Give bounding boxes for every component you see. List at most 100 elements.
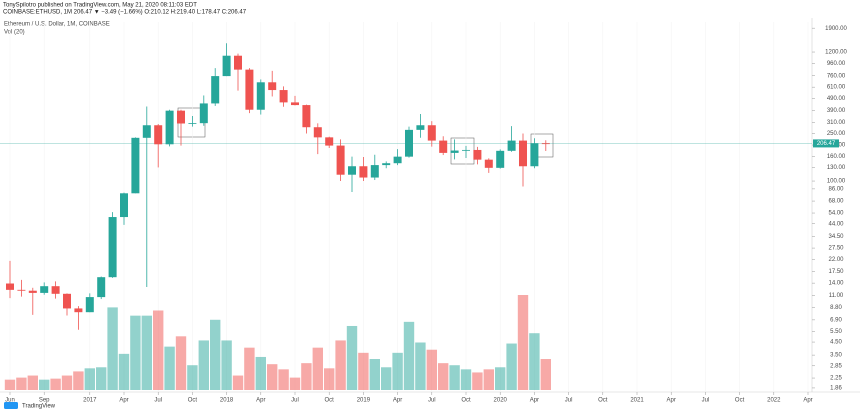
candle-body xyxy=(302,105,311,128)
candle-body xyxy=(359,166,368,178)
candle-body xyxy=(416,125,425,130)
y-tick-label: 68.00 xyxy=(828,199,844,205)
volume-bar xyxy=(517,295,529,390)
series-layer: 1900.00 1200.00 960.00 760.00 610.00 490.00 39… xyxy=(0,22,848,404)
y-tick-label: 160.00 xyxy=(827,154,846,160)
volume-bar xyxy=(415,342,426,390)
y-tick-label: 34.50 xyxy=(828,234,844,240)
volume-bar xyxy=(472,372,483,390)
volume-bar xyxy=(141,315,152,390)
candle-body xyxy=(28,290,37,293)
y-tick-label: 11.00 xyxy=(829,293,844,299)
candle-body xyxy=(97,277,106,298)
volume-bar xyxy=(301,363,312,390)
candle-body xyxy=(291,102,299,106)
candle-body xyxy=(484,159,493,168)
y-tick-label: 2.85 xyxy=(830,363,842,369)
candle-body xyxy=(177,110,185,124)
volume-bar xyxy=(39,379,50,390)
volume-bar xyxy=(460,369,472,390)
volume-bar xyxy=(50,378,61,390)
volume-bar xyxy=(381,367,392,390)
candle-body xyxy=(405,129,413,157)
y-tick-label: 2.25 xyxy=(830,376,842,382)
y-tick-label: 250.00 xyxy=(827,131,846,137)
y-tick-label: 22.00 xyxy=(828,257,844,263)
candle-body xyxy=(85,297,94,313)
y-tick-label: 1.86 xyxy=(830,386,842,392)
x-tick-label: Jul xyxy=(565,398,573,404)
candle-body xyxy=(51,286,60,294)
candle-body xyxy=(199,103,208,124)
candle-body xyxy=(74,308,83,313)
x-tick-label: Jul xyxy=(428,398,436,404)
candle-body xyxy=(142,125,151,138)
y-tick-label: 54.00 xyxy=(828,211,844,217)
candle-body xyxy=(245,69,254,110)
volume-bar xyxy=(4,379,16,390)
x-tick-label: Oct xyxy=(735,398,745,404)
candle-body xyxy=(427,125,436,141)
candle-body xyxy=(279,90,288,103)
x-tick-label: Apr xyxy=(803,398,812,404)
candle-body xyxy=(6,283,14,290)
volume-bar xyxy=(96,367,107,390)
volume-label: Vol (20) xyxy=(4,30,25,36)
candle-body xyxy=(131,137,140,194)
volume-bar xyxy=(118,353,130,390)
candle-body xyxy=(40,286,49,293)
volume-bar xyxy=(255,356,266,390)
x-tick-label: Apr xyxy=(393,398,402,404)
x-tick-label: Sep xyxy=(39,398,50,404)
y-tick-label: 6.90 xyxy=(830,317,842,323)
volume-bar xyxy=(130,315,141,390)
y-tick-label: 4.50 xyxy=(830,340,842,346)
volume-bar xyxy=(198,340,209,390)
volume-bar xyxy=(244,347,255,390)
y-tick-label: 14.00 xyxy=(828,281,844,287)
x-tick-label: 2021 xyxy=(630,398,644,404)
volume-bar xyxy=(187,365,198,390)
candle-body xyxy=(473,149,482,160)
volume-bar xyxy=(210,319,221,390)
candle-body xyxy=(450,150,459,153)
x-tick-label: Oct xyxy=(188,398,198,404)
volume-bar xyxy=(107,307,118,390)
volume-bar xyxy=(540,359,551,390)
volume-bar xyxy=(392,352,403,390)
candle-body xyxy=(393,156,402,164)
volume-bar xyxy=(495,367,506,390)
volume-bar xyxy=(16,377,27,390)
x-tick-label: Apr xyxy=(256,398,265,404)
volume-bar xyxy=(506,343,517,390)
volume-bar xyxy=(369,359,380,390)
candle-body xyxy=(348,166,356,175)
y-tick-label: 960.00 xyxy=(827,61,846,67)
volume-bar xyxy=(449,365,460,390)
last-price-tag xyxy=(813,139,839,148)
candle-body xyxy=(165,110,174,145)
candle-body xyxy=(17,289,26,291)
volume-bar xyxy=(84,368,95,390)
y-tick-label: 86.00 xyxy=(828,186,844,192)
candle-body xyxy=(507,140,516,151)
volume-bar xyxy=(324,368,335,390)
candle-body xyxy=(370,165,379,178)
volume-bar xyxy=(335,340,346,390)
candle-body xyxy=(222,55,231,77)
y-tick-label: 100.00 xyxy=(827,179,846,185)
candle-body xyxy=(188,123,197,124)
candle-body xyxy=(234,55,242,70)
x-tick-label: Jul xyxy=(154,398,162,404)
volume-bar xyxy=(403,321,415,390)
candle-body xyxy=(496,150,505,168)
volume-bar xyxy=(267,364,278,390)
x-tick-label: 2017 xyxy=(83,398,97,404)
volume-bar xyxy=(61,375,73,390)
last-price-label: 206.47 xyxy=(817,141,836,147)
volume-bar xyxy=(27,375,38,390)
y-tick-label: 5.50 xyxy=(830,329,842,335)
x-tick-label: Apr xyxy=(667,398,676,404)
candle-body xyxy=(211,76,220,104)
